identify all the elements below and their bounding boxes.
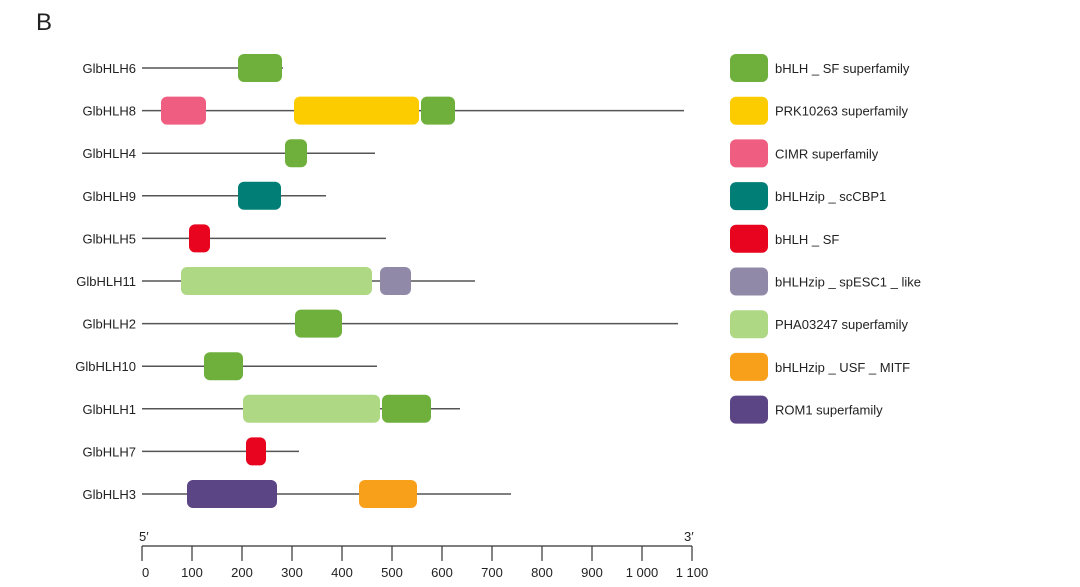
domain-usf_mitf <box>359 480 417 508</box>
legend-swatch <box>730 182 768 211</box>
protein-row-GlbHLH2: GlbHLH2 <box>83 309 678 338</box>
domain-spesc1 <box>380 267 411 295</box>
protein-name: GlbHLH11 <box>76 274 136 289</box>
protein-row-GlbHLH6: GlbHLH6 <box>83 54 283 82</box>
domain-bhlh_sf_super <box>295 309 342 338</box>
protein-rows: GlbHLH6 GlbHLH8 GlbHLH4 GlbHLH9 GlbHLH5 GlbHL… <box>75 54 684 508</box>
protein-row-GlbHLH3: GlbHLH3 <box>83 480 511 508</box>
protein-name: GlbHLH10 <box>75 359 136 374</box>
length-axis: 5′ 3′ 0 100 200 300 400 500 600 700 800 900 1 000 1… <box>139 529 708 580</box>
protein-name: GlbHLH1 <box>83 402 136 417</box>
legend-item-prk10263: PRK10263 superfamily <box>730 96 908 125</box>
protein-row-GlbHLH1: GlbHLH1 <box>83 394 460 423</box>
protein-row-GlbHLH5: GlbHLH5 <box>83 224 386 253</box>
domain-cimr <box>161 96 206 125</box>
legend-swatch <box>730 395 768 424</box>
protein-name: GlbHLH3 <box>83 487 136 502</box>
legend-item-bhlh_sf_super: bHLH _ SF superfamily <box>730 54 910 82</box>
legend-label: bHLH _ SF superfamily <box>775 61 910 76</box>
protein-row-GlbHLH8: GlbHLH8 <box>83 96 684 125</box>
legend-item-sccbp1: bHLHzip _ scCBP1 <box>730 182 886 211</box>
panel-label: B <box>36 9 52 36</box>
protein-name: GlbHLH9 <box>83 189 136 204</box>
legend-label: CIMR superfamily <box>775 146 879 161</box>
axis-tick-label: 800 <box>531 565 553 580</box>
axis-tick-label: 500 <box>381 565 403 580</box>
legend-label: PRK10263 superfamily <box>775 104 908 119</box>
protein-name: GlbHLH7 <box>83 444 136 459</box>
axis-tick-label: 400 <box>331 565 353 580</box>
axis-right-label: 3′ <box>684 529 694 544</box>
protein-row-GlbHLH10: GlbHLH10 <box>75 352 377 381</box>
domain-bhlh_sf <box>246 437 266 466</box>
legend-item-spesc1: bHLHzip _ spESC1 _ like <box>730 267 921 296</box>
legend-swatch <box>730 54 768 82</box>
domain-bhlh_sf_super <box>238 54 282 82</box>
domain-sccbp1 <box>238 181 281 210</box>
legend-swatch <box>730 310 768 339</box>
protein-name: GlbHLH5 <box>83 231 136 246</box>
legend-item-pha03247: PHA03247 superfamily <box>730 310 908 339</box>
legend-item-bhlh_sf: bHLH _ SF <box>730 224 839 253</box>
protein-row-GlbHLH7: GlbHLH7 <box>83 437 299 466</box>
domain-bhlh_sf_super <box>382 394 431 423</box>
axis-left-label: 5′ <box>139 529 149 544</box>
legend-swatch <box>730 139 768 168</box>
axis-tick-label: 900 <box>581 565 603 580</box>
domain-pha03247 <box>243 394 380 423</box>
protein-name: GlbHLH6 <box>83 61 136 76</box>
protein-row-GlbHLH11: GlbHLH11 <box>76 267 475 295</box>
domain-prk10263 <box>294 96 419 125</box>
protein-name: GlbHLH4 <box>83 146 136 161</box>
axis-tick-label: 1 000 <box>626 565 659 580</box>
protein-row-GlbHLH4: GlbHLH4 <box>83 139 375 168</box>
legend-label: bHLHzip _ USF _ MITF <box>775 360 910 375</box>
legend-swatch <box>730 96 768 125</box>
legend-item-usf_mitf: bHLHzip _ USF _ MITF <box>730 352 910 381</box>
domain-rom1 <box>187 480 277 508</box>
axis-tick-label: 100 <box>181 565 203 580</box>
legend-label: bHLHzip _ scCBP1 <box>775 189 886 204</box>
legend-label: PHA03247 superfamily <box>775 317 908 332</box>
protein-name: GlbHLH2 <box>83 317 136 332</box>
axis-tick-label: 700 <box>481 565 503 580</box>
legend-item-cimr: CIMR superfamily <box>730 139 879 168</box>
domain-bhlh_sf_super <box>285 139 307 168</box>
axis-tick-label: 1 100 <box>676 565 709 580</box>
domain-pha03247 <box>181 267 372 295</box>
protein-row-GlbHLH9: GlbHLH9 <box>83 181 326 210</box>
legend-swatch <box>730 267 768 296</box>
axis-tick-label: 200 <box>231 565 253 580</box>
legend-item-rom1: ROM1 superfamily <box>730 395 883 424</box>
legend-label: ROM1 superfamily <box>775 403 883 418</box>
legend-swatch <box>730 352 768 381</box>
axis-tick-label: 300 <box>281 565 303 580</box>
axis-tick-label: 600 <box>431 565 453 580</box>
domain-bhlh_sf_super <box>204 352 243 381</box>
axis-tick-label: 0 <box>142 565 149 580</box>
domain-bhlh_sf_super <box>421 96 455 125</box>
legend-swatch <box>730 224 768 253</box>
legend-label: bHLH _ SF <box>775 232 839 247</box>
legend: bHLH _ SF superfamily PRK10263 superfamil… <box>730 54 921 424</box>
protein-name: GlbHLH8 <box>83 104 136 119</box>
domain-bhlh_sf <box>189 224 210 253</box>
legend-label: bHLHzip _ spESC1 _ like <box>775 275 921 290</box>
